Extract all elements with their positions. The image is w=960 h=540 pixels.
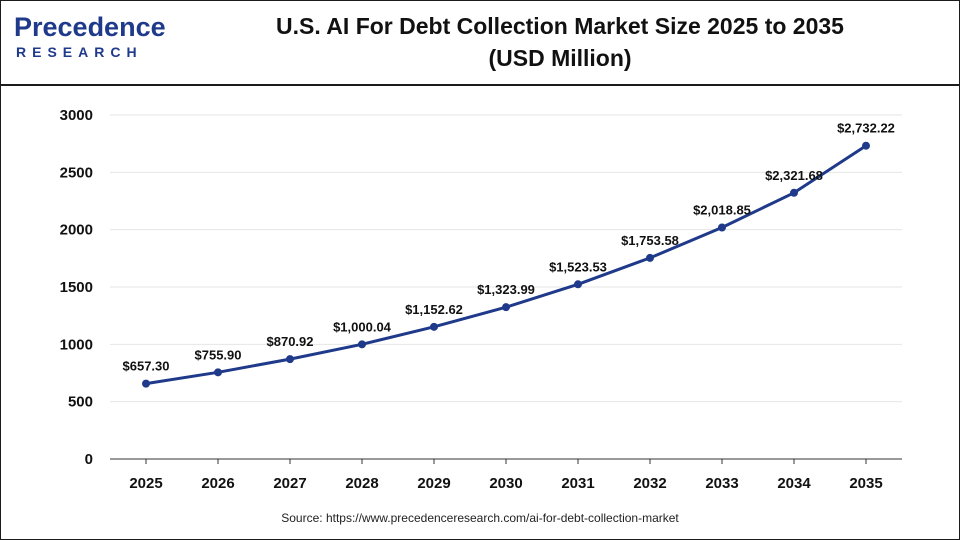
series-line bbox=[145, 144, 867, 386]
x-tick-label: 2029 bbox=[417, 475, 450, 492]
x-tick-label: 2034 bbox=[777, 475, 811, 492]
data-label: $1,323.99 bbox=[477, 282, 535, 297]
chart-title-line-2: (USD Million) bbox=[488, 45, 632, 71]
chart-title-line-1: U.S. AI For Debt Collection Market Size … bbox=[276, 13, 844, 39]
data-point-marker bbox=[574, 280, 582, 289]
data-point-marker bbox=[286, 355, 294, 364]
data-point-marker bbox=[142, 379, 150, 388]
y-tick-label: 3000 bbox=[60, 107, 93, 124]
data-label: $1,000.04 bbox=[333, 319, 392, 334]
data-label: $657.30 bbox=[123, 359, 170, 374]
data-label: $2,321.68 bbox=[765, 168, 823, 183]
data-point-marker bbox=[214, 368, 222, 377]
x-tick-label: 2031 bbox=[561, 475, 594, 492]
data-label: $2,732.22 bbox=[837, 121, 895, 136]
data-label: $870.92 bbox=[267, 334, 314, 349]
data-point-marker bbox=[358, 340, 366, 349]
logo-subtitle: RESEARCH bbox=[16, 44, 143, 60]
x-tick-label: 2027 bbox=[273, 475, 306, 492]
data-label: $1,152.62 bbox=[405, 302, 463, 317]
x-tick-label: 2032 bbox=[633, 475, 666, 492]
x-tick-label: 2026 bbox=[201, 475, 234, 492]
logo-wordmark: Precedence bbox=[14, 12, 166, 42]
x-tick-label: 2035 bbox=[849, 475, 882, 492]
header: Precedence RESEARCH U.S. AI For Debt Col… bbox=[0, 0, 960, 86]
data-point-marker bbox=[646, 253, 654, 262]
y-tick-label: 0 bbox=[85, 451, 93, 468]
data-label: $2,018.85 bbox=[693, 203, 751, 218]
data-point-marker bbox=[790, 188, 798, 197]
chart-title: U.S. AI For Debt Collection Market Size … bbox=[190, 10, 930, 74]
y-tick-label: 2500 bbox=[60, 164, 93, 181]
data-point-marker bbox=[430, 322, 438, 331]
precedence-research-logo: Precedence RESEARCH bbox=[14, 12, 166, 68]
data-point-marker bbox=[718, 223, 726, 232]
data-label: $1,753.58 bbox=[621, 233, 679, 248]
x-tick-label: 2025 bbox=[129, 475, 162, 492]
y-tick-label: 500 bbox=[68, 394, 93, 411]
x-tick-label: 2030 bbox=[489, 475, 522, 492]
x-tick-label: 2028 bbox=[345, 475, 378, 492]
x-tick-label: 2033 bbox=[705, 475, 738, 492]
data-point-marker bbox=[502, 303, 510, 312]
y-tick-label: 1500 bbox=[60, 279, 93, 296]
data-label: $1,523.53 bbox=[549, 259, 607, 274]
y-tick-label: 1000 bbox=[60, 336, 93, 353]
data-point-marker bbox=[862, 141, 870, 150]
source-note: Source: https://www.precedenceresearch.c… bbox=[281, 511, 679, 525]
y-tick-label: 2000 bbox=[60, 222, 93, 239]
data-label: $755.90 bbox=[195, 347, 242, 362]
